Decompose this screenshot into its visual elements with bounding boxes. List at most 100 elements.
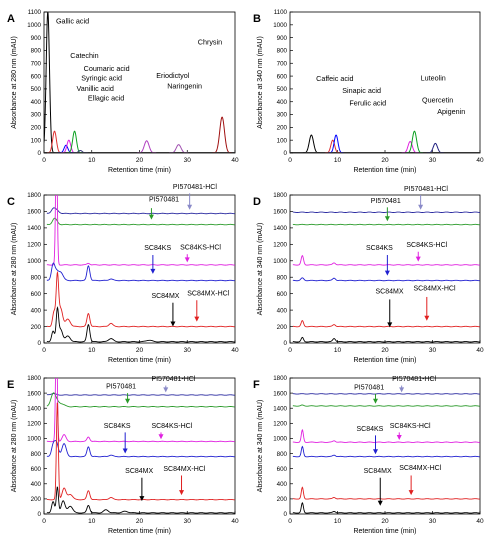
y-tick-label: 0 (38, 150, 42, 157)
y-tick-label: 1100 (28, 9, 42, 16)
peak-trace (46, 130, 63, 153)
x-tick-label: 10 (88, 157, 96, 164)
y-tick-label: 1100 (274, 9, 288, 16)
y-tick-label: 1600 (27, 209, 41, 216)
trace-label: SC84KS (357, 426, 384, 433)
trace-label: PI570481-HCl (151, 376, 195, 383)
trace-label: SC84MX (376, 289, 404, 296)
sample-trace (292, 336, 480, 343)
peak-annotation: Sinapic acid (342, 86, 381, 95)
x-tick-label: 40 (476, 347, 484, 354)
y-axis-label: Absorbance at 280 nm (mAU) (11, 400, 18, 493)
x-axis-label: Retention time (min) (353, 528, 416, 535)
trace-label: SC84KS (104, 423, 131, 430)
sample-trace (46, 195, 235, 266)
trace-label: PI570481 (149, 197, 179, 204)
arrow-head (399, 387, 405, 393)
peak-annotation: Naringenin (167, 81, 202, 90)
trace-group (44, 12, 235, 153)
x-tick-label: 20 (381, 518, 389, 525)
trace-label: SC84MX (364, 468, 392, 475)
y-tick-label: 800 (31, 48, 42, 55)
x-tick-label: 40 (231, 157, 239, 164)
x-tick-label: 20 (136, 347, 144, 354)
y-tick-label: 0 (284, 150, 288, 157)
y-tick-label: 1400 (273, 225, 287, 232)
sample-trace (292, 254, 480, 266)
y-tick-label: 700 (31, 60, 42, 67)
peak-trace (58, 144, 74, 153)
x-axis-label: Retention time (min) (108, 167, 171, 174)
x-tick-label: 30 (429, 347, 437, 354)
sample-trace (46, 392, 235, 408)
y-tick-label: 900 (277, 35, 288, 42)
y-tick-label: 500 (31, 86, 42, 93)
trace-label: PI570481-HCl (392, 376, 436, 383)
peak-trace (66, 130, 83, 153)
arrow-head (148, 214, 154, 220)
sample-trace (46, 270, 235, 328)
plot-frame (43, 194, 236, 344)
arrow-head (415, 256, 421, 262)
y-tick-label: 1800 (27, 192, 41, 199)
x-tick-label: 10 (334, 157, 342, 164)
arrow-head (396, 434, 402, 440)
y-tick-label: 1800 (27, 375, 41, 382)
peak-annotation: Caffeic acid (316, 74, 353, 83)
y-tick-label: 800 (277, 48, 288, 55)
panel-letter: F (253, 379, 260, 391)
x-tick-label: 30 (184, 157, 192, 164)
y-tick-label: 1200 (27, 421, 41, 428)
y-axis-label: Absorbance at 340 nm (mAU) (257, 223, 264, 316)
y-tick-label: 400 (277, 99, 288, 106)
arrow-head (125, 398, 131, 404)
peak-annotation: Syringic acid (81, 74, 122, 83)
sample-trace (292, 223, 480, 226)
peak-annotation: Apigenin (437, 107, 465, 116)
y-tick-label: 400 (31, 307, 42, 314)
panel-letter: A (7, 13, 15, 25)
y-tick-label: 1400 (27, 405, 41, 412)
y-tick-label: 1400 (273, 405, 287, 412)
arrow-head (387, 322, 393, 328)
x-tick-label: 40 (231, 518, 239, 525)
panel-b: B0 10 20 30 40010020030040050060070080090010… (253, 9, 484, 174)
x-tick-label: 10 (334, 347, 342, 354)
arrow-head (184, 257, 190, 263)
y-tick-label: 0 (284, 511, 288, 518)
trace-label: SC84MX-HCl (187, 290, 229, 297)
y-tick-label: 1000 (273, 436, 287, 443)
peak-annotation: Ellagic acid (88, 93, 124, 102)
x-tick-label: 10 (88, 518, 96, 525)
arrow-head (408, 490, 414, 496)
y-tick-label: 800 (31, 274, 42, 281)
trace-label: PI570481 (354, 384, 384, 391)
y-tick-label: 900 (31, 35, 42, 42)
peak-trace (302, 134, 320, 153)
sample-trace (46, 440, 235, 458)
y-tick-label: 1000 (27, 22, 41, 29)
peak-annotation: Chrysin (198, 38, 222, 47)
x-tick-label: 40 (476, 157, 484, 164)
x-axis-label: Retention time (min) (353, 357, 416, 364)
arrow-head (179, 490, 185, 496)
peak-annotation: Quercetin (422, 95, 453, 104)
x-tick-label: 30 (184, 518, 192, 525)
y-tick-label: 1200 (27, 242, 41, 249)
panel-letter: D (253, 196, 261, 208)
peak-trace (169, 144, 189, 153)
x-tick-label: 10 (334, 518, 342, 525)
y-tick-label: 600 (277, 291, 288, 298)
peak-annotation: Eriodictyol (156, 71, 190, 80)
plot-frame (43, 377, 236, 515)
peak-annotation: Catechin (70, 51, 98, 60)
panel-letter: E (7, 379, 14, 391)
y-tick-label: 1600 (273, 390, 287, 397)
y-tick-label: 300 (277, 112, 288, 119)
y-tick-label: 1000 (273, 258, 287, 265)
y-tick-label: 200 (31, 125, 42, 132)
sample-trace (46, 207, 235, 215)
trace-label: SC84KS-HCl (180, 244, 221, 251)
sample-trace (46, 306, 235, 343)
